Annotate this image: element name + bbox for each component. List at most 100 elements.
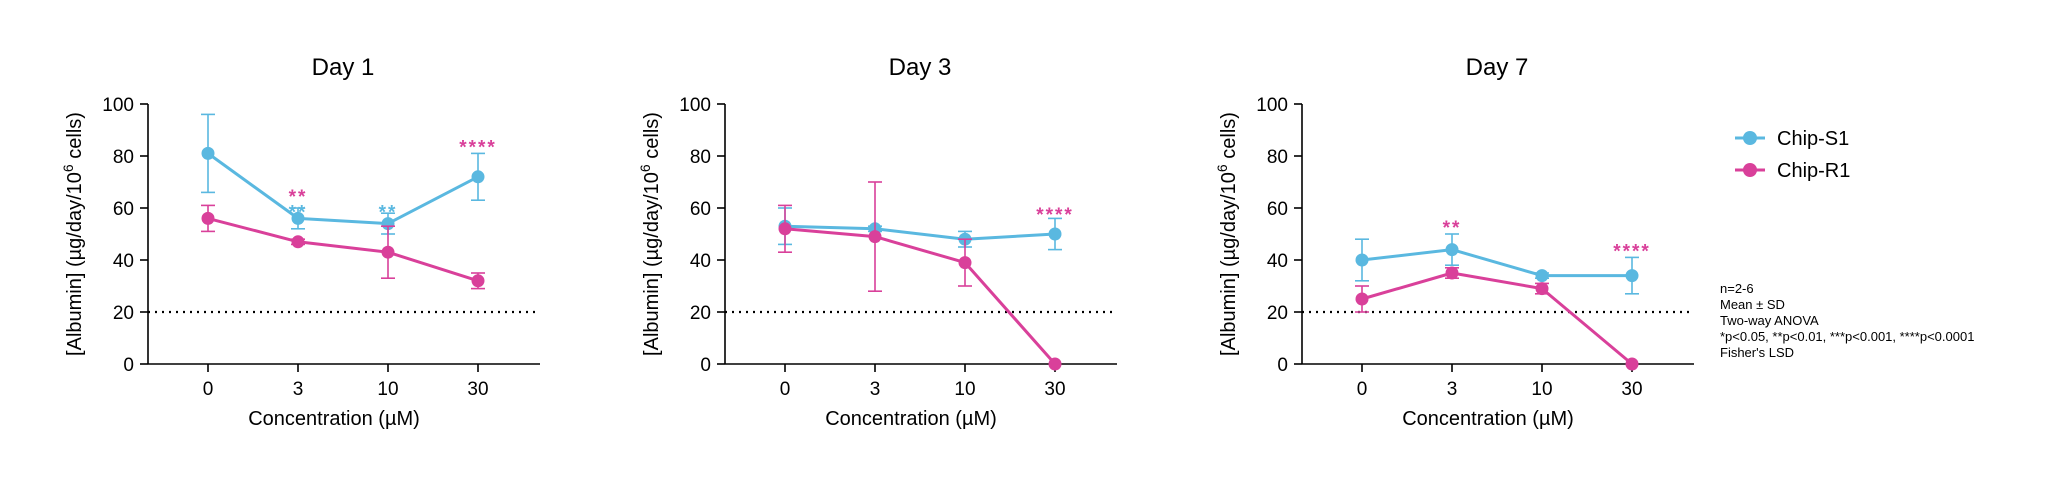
y-axis-label-superscript: 6 xyxy=(1214,164,1230,172)
y-axis-label-text: [Albumin] (µg/day/10 xyxy=(1218,172,1240,356)
x-tick-label-3: 3 xyxy=(870,379,881,400)
series-chip-r1 xyxy=(1355,266,1639,371)
significance-marker-1: **** xyxy=(1613,242,1651,263)
chart-panel-day-1: Day 1 0 20 40 60 80 100 0 3 10 30 Concentration (µM… xyxy=(60,54,540,430)
data-point-chip-s1-3 xyxy=(291,211,305,225)
y-tick-label-60: 60 xyxy=(1267,199,1288,220)
statistics-footnote: n=2-6 Mean ± SD Two-way ANOVA *p<0.05, *… xyxy=(1720,281,1974,360)
significance-marker-2: ** xyxy=(379,203,398,224)
y-axis-label: [Albumin] (µg/day/106 cells) xyxy=(637,112,663,356)
footnote-post-hoc: Fisher's LSD xyxy=(1720,345,1794,360)
series-chip-s1 xyxy=(778,207,1062,251)
legend-item-chip-r1: Chip-R1 xyxy=(1735,160,1850,182)
y-axis-label-text: [Albumin] (µg/day/10 xyxy=(64,172,86,356)
chart-legend: Chip-S1 Chip-R1 xyxy=(1735,128,1850,182)
y-tick-label-100: 100 xyxy=(1256,95,1288,116)
series-line-chip-r1 xyxy=(784,227,1057,365)
data-point-chip-r1-3 xyxy=(291,235,305,249)
chart-title: Day 3 xyxy=(889,54,952,81)
data-point-chip-s1-3 xyxy=(1445,243,1459,257)
y-axis-label-units: cells) xyxy=(641,112,663,164)
series-line-chip-s1 xyxy=(207,152,479,226)
legend-marker-chip-s1 xyxy=(1743,131,1757,145)
x-tick-label-30: 30 xyxy=(1044,379,1065,400)
data-point-chip-s1-30 xyxy=(1625,269,1639,283)
y-tick-label-40: 40 xyxy=(1267,251,1288,272)
data-point-chip-r1-0 xyxy=(778,222,792,236)
y-tick-label-40: 40 xyxy=(690,251,711,272)
y-tick-label-0: 0 xyxy=(123,355,134,376)
legend-item-chip-s1: Chip-S1 xyxy=(1735,128,1849,150)
chart-title: Day 1 xyxy=(312,54,375,81)
significance-marker-0: **** xyxy=(1036,205,1074,226)
data-point-chip-r1-30 xyxy=(471,274,485,288)
x-axis-label: Concentration (µM) xyxy=(1402,408,1574,430)
x-tick-label-0: 0 xyxy=(1357,379,1368,400)
series-line-chip-s1 xyxy=(784,224,1056,241)
x-tick-label-0: 0 xyxy=(780,379,791,400)
chart-panel-day-7: Day 7 0 20 40 60 80 100 0 3 10 30 Concentration (µM… xyxy=(1214,54,1694,430)
data-point-chip-r1-10 xyxy=(381,245,395,259)
y-axis-label-superscript: 6 xyxy=(60,164,76,172)
significance-marker-0: ** xyxy=(1443,218,1462,239)
legend-marker-chip-r1 xyxy=(1743,163,1757,177)
legend-label-chip-r1: Chip-R1 xyxy=(1777,160,1850,182)
x-axis-label: Concentration (µM) xyxy=(248,408,420,430)
data-point-chip-r1-10 xyxy=(1535,282,1549,296)
y-tick-label-0: 0 xyxy=(700,355,711,376)
y-tick-label-100: 100 xyxy=(102,95,134,116)
series-chip-r1 xyxy=(201,204,485,290)
y-axis-label: [Albumin] (µg/day/106 cells) xyxy=(1214,112,1240,356)
x-tick-label-10: 10 xyxy=(954,379,975,400)
y-axis-label: [Albumin] (µg/day/106 cells) xyxy=(60,112,86,356)
y-tick-label-60: 60 xyxy=(113,199,134,220)
footnote-mean-sd: Mean ± SD xyxy=(1720,297,1785,312)
y-axis-label-units: cells) xyxy=(64,112,86,164)
y-tick-label-20: 20 xyxy=(690,303,711,324)
footnote-sample-size: n=2-6 xyxy=(1720,281,1754,296)
y-tick-label-100: 100 xyxy=(679,95,711,116)
x-tick-label-0: 0 xyxy=(203,379,214,400)
series-line-chip-s1 xyxy=(1361,248,1632,278)
y-tick-label-60: 60 xyxy=(690,199,711,220)
data-point-chip-r1-0 xyxy=(201,211,215,225)
y-tick-label-80: 80 xyxy=(113,147,134,168)
data-point-chip-r1-30 xyxy=(1048,357,1062,371)
data-point-chip-s1-10 xyxy=(1535,269,1549,283)
y-tick-label-0: 0 xyxy=(1277,355,1288,376)
series-line-chip-r1 xyxy=(1361,271,1633,366)
series-line-chip-r1 xyxy=(207,216,479,283)
y-axis-label-units: cells) xyxy=(1218,112,1240,164)
x-tick-label-10: 10 xyxy=(1531,379,1552,400)
data-point-chip-s1-30 xyxy=(471,170,485,184)
y-axis-label-text: [Albumin] (µg/day/10 xyxy=(641,172,663,356)
significance-marker-0: ** xyxy=(289,187,308,208)
data-point-chip-r1-3 xyxy=(1445,266,1459,280)
y-tick-label-20: 20 xyxy=(1267,303,1288,324)
data-point-chip-s1-30 xyxy=(1048,227,1062,241)
x-tick-label-3: 3 xyxy=(293,379,304,400)
footnote-p-values: *p<0.05, **p<0.01, ***p<0.001, ****p<0.0… xyxy=(1720,329,1974,344)
y-tick-label-20: 20 xyxy=(113,303,134,324)
y-tick-label-80: 80 xyxy=(1267,147,1288,168)
x-tick-label-3: 3 xyxy=(1447,379,1458,400)
x-tick-label-10: 10 xyxy=(377,379,398,400)
series-chip-r1 xyxy=(778,181,1062,371)
x-tick-label-30: 30 xyxy=(1621,379,1642,400)
chart-panel-day-3: Day 3 0 20 40 60 80 100 0 3 10 30 Concentration (µM… xyxy=(637,54,1117,430)
data-point-chip-r1-10 xyxy=(958,256,972,270)
footnote-anova: Two-way ANOVA xyxy=(1720,313,1819,328)
x-tick-label-30: 30 xyxy=(467,379,488,400)
significance-marker-3: **** xyxy=(459,138,497,159)
significance-marker-1: ** xyxy=(289,203,308,224)
data-point-chip-r1-3 xyxy=(868,230,882,244)
y-tick-label-80: 80 xyxy=(690,147,711,168)
series-chip-s1 xyxy=(201,113,485,235)
series-chip-s1 xyxy=(1355,233,1639,295)
data-point-chip-s1-0 xyxy=(201,146,215,160)
x-axis-label: Concentration (µM) xyxy=(825,408,997,430)
data-point-chip-s1-0 xyxy=(1355,253,1369,267)
data-point-chip-r1-30 xyxy=(1625,357,1639,371)
y-axis-label-superscript: 6 xyxy=(637,164,653,172)
